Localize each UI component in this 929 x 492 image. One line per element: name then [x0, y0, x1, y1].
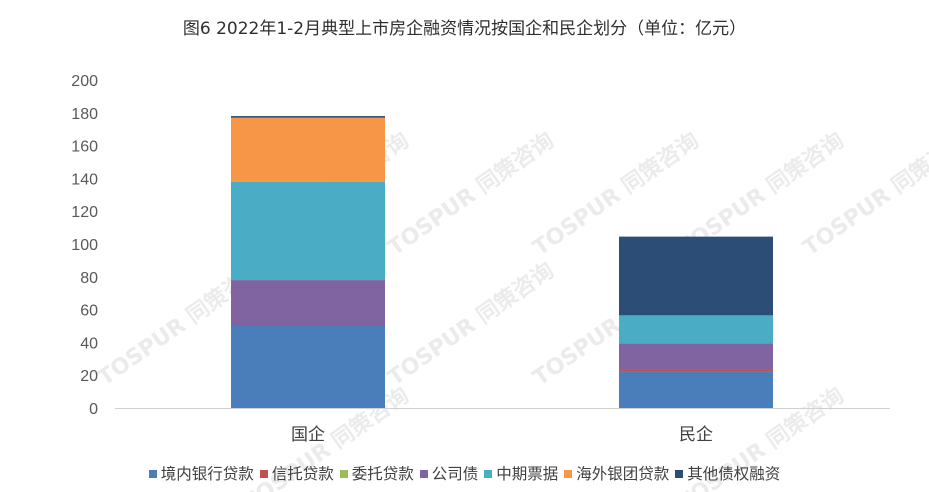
bar-segment: [619, 343, 773, 370]
y-tick-label: 80: [80, 270, 98, 287]
y-tick-label: 200: [71, 73, 98, 90]
legend-swatch: [339, 469, 348, 478]
legend-item: 信托贷款: [259, 462, 334, 484]
bar-segment: [619, 371, 773, 408]
x-category-label: 国企: [291, 425, 325, 445]
legend-swatch: [564, 469, 573, 478]
legend-item: 境内银行贷款: [148, 462, 254, 484]
y-tick-label: 0: [89, 401, 98, 418]
legend-item: 公司债: [419, 462, 479, 484]
legend-label: 委托贷款: [351, 465, 414, 483]
legend-label: 中期票据: [496, 465, 559, 483]
legend-item: 委托贷款: [339, 462, 414, 484]
legend-item: 其他债权融资: [675, 462, 780, 484]
y-tick-label: 120: [71, 204, 98, 221]
y-tick-label: 40: [80, 335, 98, 352]
legend-label: 公司债: [431, 465, 479, 483]
legend-swatch: [259, 469, 268, 478]
bar-segment: [231, 116, 385, 118]
legend-label: 信托贷款: [271, 465, 334, 483]
legend-swatch: [148, 469, 157, 478]
legend-label: 其他债权融资: [687, 465, 781, 483]
y-tick-label: 180: [71, 106, 98, 123]
x-category-label: 民企: [679, 425, 713, 445]
bar-segment: [231, 280, 385, 326]
y-tick-label: 160: [71, 139, 98, 156]
bar-segment: [231, 117, 385, 182]
legend-swatch: [675, 469, 684, 478]
bar-segment: [231, 326, 385, 408]
legend-item: 中期票据: [484, 462, 558, 484]
y-tick-label: 60: [80, 303, 98, 320]
bar-segment: [231, 181, 385, 281]
legend-label: 境内银行贷款: [160, 465, 254, 483]
chart-title: 图6 2022年1-2月典型上市房企融资情况按国企和民企划分（单位：亿元）: [182, 19, 747, 39]
chart-legend: 境内银行贷款 信托贷款 委托贷款 公司债 中期票据 海外银团贷款 其他债权融资: [0, 462, 929, 484]
legend-swatch: [419, 469, 428, 478]
bar-segment: [619, 315, 773, 344]
y-tick-label: 140: [71, 171, 98, 188]
y-tick-label: 100: [71, 237, 98, 254]
legend-label: 海外银团贷款: [576, 465, 670, 483]
legend-item: 海外银团贷款: [564, 462, 669, 484]
bar-segment: [619, 369, 773, 372]
legend-swatch: [484, 469, 493, 478]
y-tick-label: 20: [80, 368, 98, 385]
bar-segment: [619, 236, 773, 316]
